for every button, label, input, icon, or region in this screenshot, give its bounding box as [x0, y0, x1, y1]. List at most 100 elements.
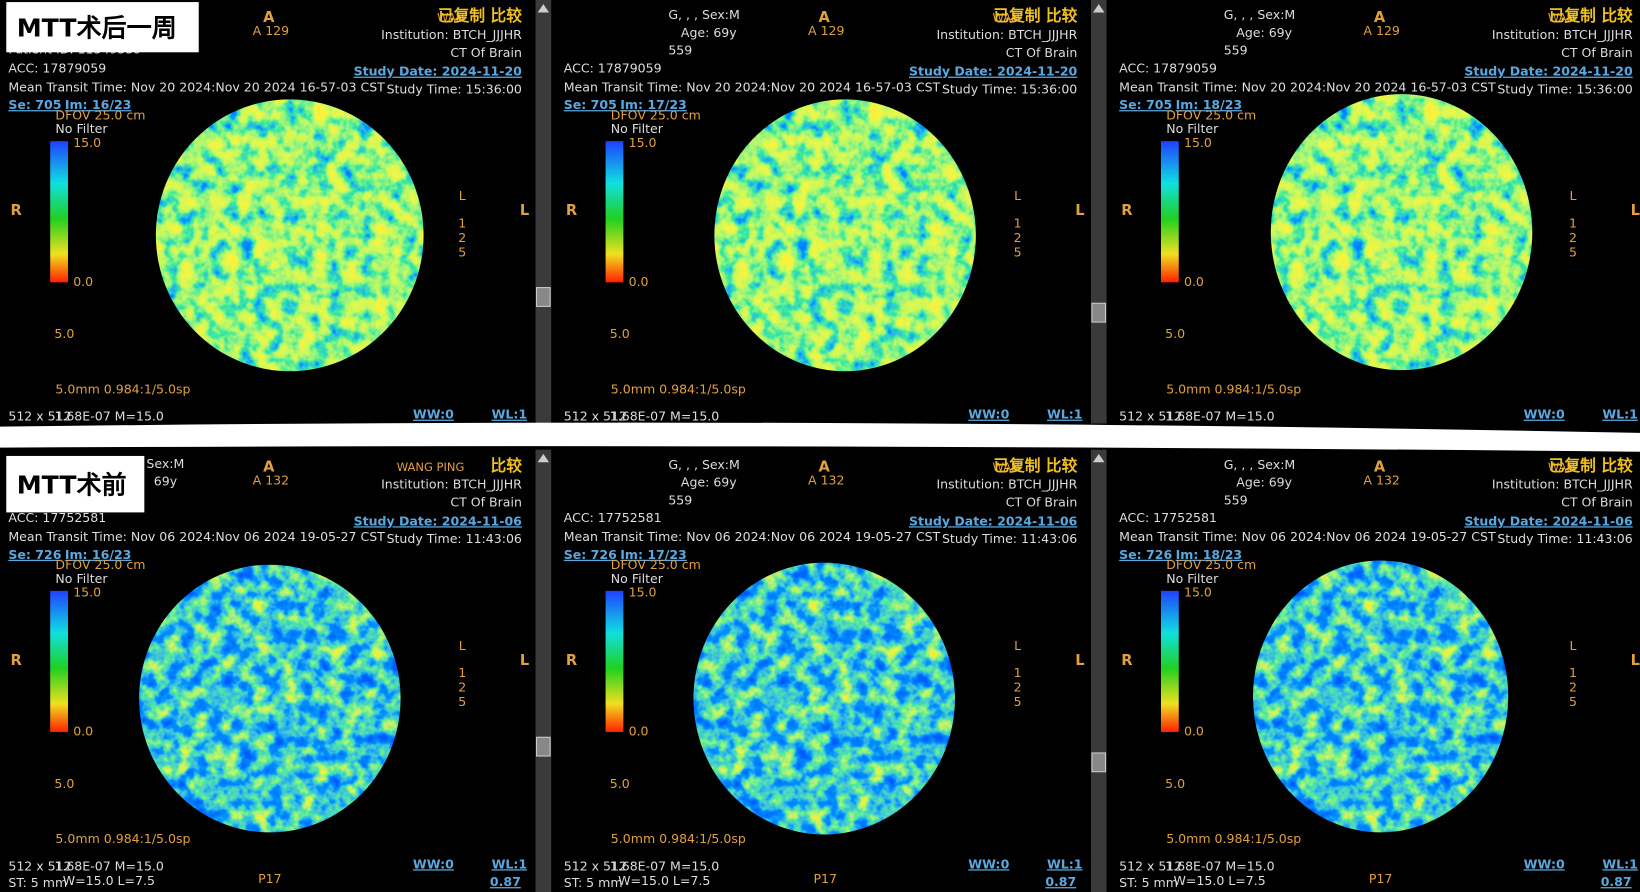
- ww[interactable]: WW:0: [968, 407, 1009, 422]
- im[interactable]: Im: 17/23: [620, 547, 687, 562]
- ww[interactable]: WW:0: [968, 856, 1009, 871]
- color-bar: [605, 141, 624, 283]
- filter: No Filter: [1166, 571, 1219, 586]
- compare: 已复制 比较: [993, 456, 1077, 475]
- dfov: DFOV 25.0 cm: [55, 108, 145, 123]
- mtt: Mean Transit Time: Nov 20 2024:Nov 20 20…: [1119, 79, 1496, 94]
- acc: ACC: 17879059: [8, 61, 106, 76]
- se[interactable]: Se: 705: [8, 97, 61, 112]
- level: 5.0: [1165, 326, 1185, 341]
- orientation-side: 1: [1014, 665, 1022, 680]
- study: CT Of Brain: [1006, 45, 1078, 60]
- compare: 已复制 比较: [1549, 6, 1633, 25]
- im[interactable]: Im: 16/23: [65, 97, 132, 112]
- zoom[interactable]: 0.87: [1045, 874, 1076, 889]
- age: Age: 69y: [681, 25, 737, 40]
- wl[interactable]: WL:1: [1602, 856, 1638, 871]
- compare: 已复制 比较: [438, 6, 522, 25]
- orientation-side: 2: [1569, 680, 1577, 695]
- window: W=15.0 L=7.5: [63, 873, 155, 888]
- study-date[interactable]: Study Date: 2024-11-06: [1464, 513, 1633, 528]
- l: L: [520, 202, 529, 219]
- zoom[interactable]: 0.87: [490, 874, 521, 889]
- acc: ACC: 17879059: [1119, 61, 1217, 76]
- level: 5.0: [1165, 776, 1185, 791]
- im[interactable]: Im: 16/23: [65, 547, 132, 562]
- se[interactable]: Se: 705: [564, 97, 617, 112]
- se[interactable]: Se: 705: [1119, 97, 1172, 112]
- scroll-up[interactable]: [537, 453, 550, 463]
- label-box: [6, 455, 145, 513]
- im[interactable]: Im: 18/23: [1176, 547, 1243, 562]
- st: ST: 5 mm: [564, 875, 623, 890]
- se[interactable]: Se: 726: [564, 547, 617, 562]
- filter: No Filter: [55, 571, 108, 586]
- filter: No Filter: [1166, 121, 1219, 136]
- scroll-thumb[interactable]: [1091, 302, 1107, 323]
- orient-a-num: A 129: [1363, 23, 1400, 38]
- wl[interactable]: WL:1: [492, 407, 528, 422]
- scale-max: 15.0: [1184, 135, 1212, 150]
- thickness: 5.0mm 0.984:1/5.0sp: [55, 831, 190, 846]
- ww[interactable]: WW:0: [1524, 407, 1565, 422]
- scroll-up[interactable]: [1092, 453, 1105, 463]
- dfov: DFOV 25.0 cm: [1166, 108, 1256, 123]
- age: Age: 69y: [1236, 25, 1292, 40]
- se[interactable]: Se: 726: [1119, 547, 1172, 562]
- study-time: Study Time: 15:36:00: [1497, 81, 1632, 96]
- study-date[interactable]: Study Date: 2024-11-20: [354, 64, 523, 79]
- orient-a: A: [1374, 9, 1386, 26]
- study-date[interactable]: Study Date: 2024-11-20: [1464, 64, 1633, 79]
- filter: No Filter: [55, 121, 108, 136]
- name: WAN: [437, 10, 464, 24]
- orientation-side: L: [459, 638, 466, 653]
- orientation-side: 2: [1014, 230, 1022, 245]
- orientation-side: 1: [458, 665, 466, 680]
- scroll-thumb[interactable]: [1091, 752, 1107, 773]
- row-label: MTT术前: [17, 470, 127, 499]
- se[interactable]: Se: 726: [8, 547, 61, 562]
- study: CT Of Brain: [1561, 494, 1633, 509]
- im[interactable]: Im: 18/23: [1176, 97, 1243, 112]
- study-date[interactable]: Study Date: 2024-11-06: [909, 513, 1078, 528]
- orientation-side: 1: [458, 215, 466, 230]
- wl[interactable]: WL:1: [1047, 856, 1083, 871]
- mtt: Mean Transit Time: Nov 06 2024:Nov 06 20…: [8, 529, 385, 544]
- orientation-side: 5: [1569, 694, 1577, 709]
- scale-min: 0.0: [73, 724, 93, 739]
- ww[interactable]: WW:0: [1524, 856, 1565, 871]
- study-date[interactable]: Study Date: 2024-11-06: [354, 513, 523, 528]
- wl[interactable]: WL:1: [1602, 407, 1638, 422]
- scroll-thumb[interactable]: [536, 736, 551, 757]
- ww[interactable]: WW:0: [413, 407, 454, 422]
- scroll-thumb[interactable]: [536, 287, 551, 307]
- orient-a-num: A 132: [253, 473, 289, 488]
- orientation-side: 2: [458, 230, 466, 245]
- orientation-side: 5: [1014, 245, 1022, 260]
- mtt: Mean Transit Time: Nov 20 2024:Nov 20 20…: [564, 79, 941, 94]
- zoom[interactable]: 0.87: [1601, 874, 1632, 889]
- scroll-up[interactable]: [1092, 4, 1105, 13]
- id: 559: [668, 492, 692, 507]
- im[interactable]: Im: 17/23: [620, 97, 687, 112]
- filter: No Filter: [611, 121, 664, 136]
- scroll-up[interactable]: [537, 4, 550, 13]
- factor: 1.68E-07 M=15.0: [610, 409, 720, 424]
- scale-max: 15.0: [629, 135, 657, 150]
- p: P17: [1369, 871, 1393, 886]
- scale-min: 0.0: [73, 274, 93, 289]
- orient-a: A: [819, 458, 831, 475]
- orientation-side: 1: [1569, 665, 1577, 680]
- patient: G, , , Sex:M: [668, 457, 740, 472]
- wl[interactable]: WL:1: [1047, 407, 1083, 422]
- acc: ACC: 17752581: [8, 510, 106, 525]
- ww[interactable]: WW:0: [413, 856, 454, 871]
- matrix: 512 x 512: [564, 858, 627, 873]
- wl[interactable]: WL:1: [492, 856, 528, 871]
- study-date[interactable]: Study Date: 2024-11-20: [909, 64, 1078, 79]
- r: R: [566, 652, 577, 669]
- orientation-side: L: [1570, 638, 1577, 653]
